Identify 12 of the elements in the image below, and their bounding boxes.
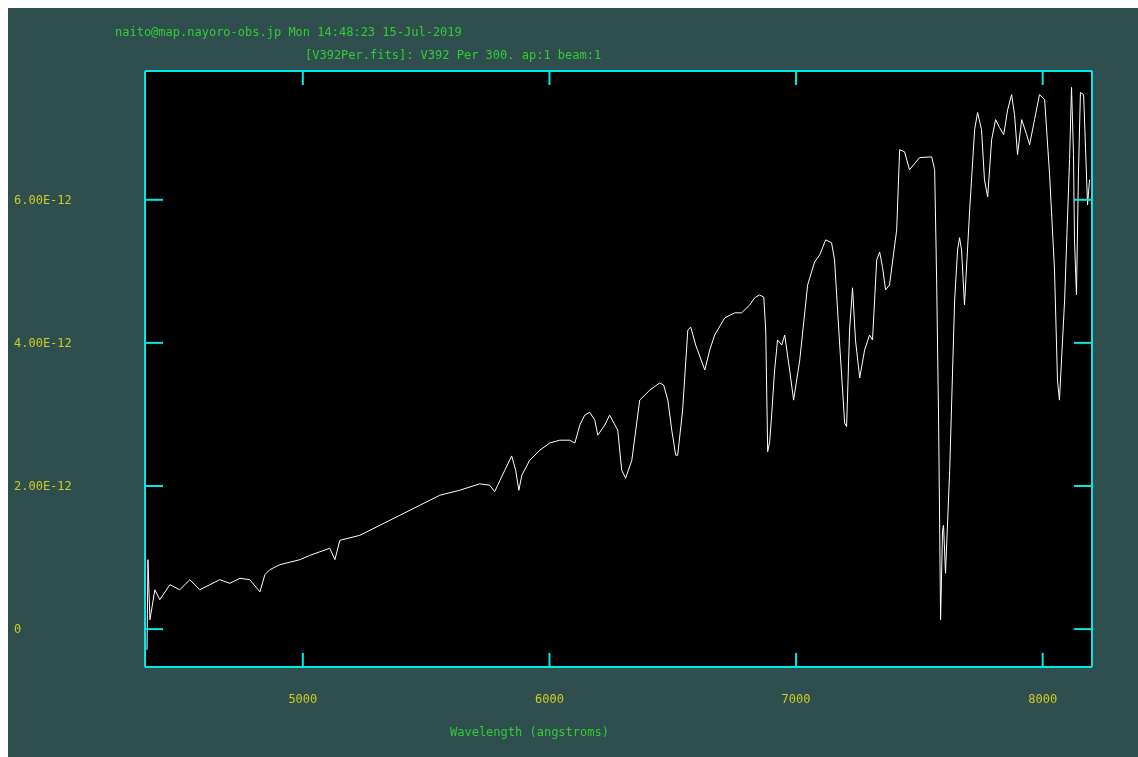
chart-title: naito@map.nayoro-obs.jp Mon 14:48:23 15-Jul-2019 xyxy=(115,25,462,39)
x-tick-label: 5000 xyxy=(288,692,318,706)
x-tick-label: 8000 xyxy=(1028,692,1058,706)
y-tick-label: 2.00E-12 xyxy=(14,478,72,493)
y-tick-label: 6.00E-12 xyxy=(14,192,72,207)
y-tick-label: 0 xyxy=(14,622,22,637)
line-series xyxy=(146,86,1091,651)
x-tick-label: 7000 xyxy=(781,692,811,706)
y-tick-label: 4.00E-12 xyxy=(14,335,72,350)
chart-subtitle: [V392Per.fits]: V392 Per 300. ap:1 beam:1 xyxy=(305,48,602,62)
x-axis-title: Wavelength (angstroms) xyxy=(450,725,609,739)
x-tick-label: 6000 xyxy=(534,692,564,706)
